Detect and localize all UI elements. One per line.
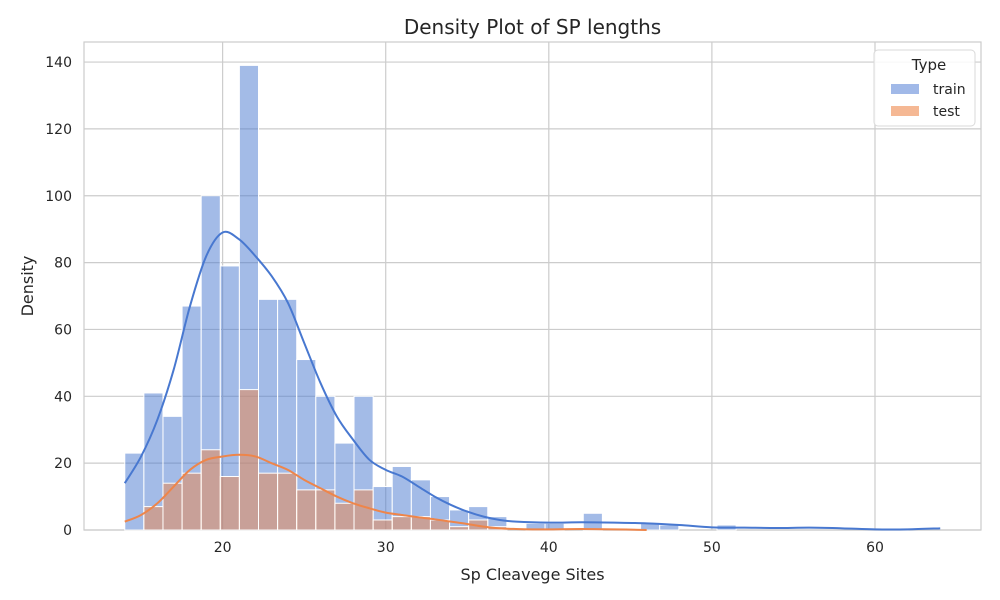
bar-test [219, 476, 240, 531]
y-tick-label: 60 [54, 322, 72, 338]
bar-test [181, 472, 202, 531]
y-tick-label: 20 [54, 456, 72, 472]
x-tick-label: 30 [377, 540, 395, 556]
bar-test [372, 519, 393, 531]
legend-title: Type [911, 56, 946, 74]
legend-label-train: train [933, 82, 966, 98]
bar-test [277, 472, 298, 531]
x-tick-label: 50 [703, 540, 721, 556]
bar-test [143, 506, 164, 531]
y-axis-label: Density [18, 256, 37, 317]
x-tick-label: 60 [866, 540, 884, 556]
x-axis-label: Sp Cleavege Sites [460, 565, 604, 584]
kde-line-test [124, 453, 647, 531]
y-axis-ticks: 0 20 40 60 80 100 120 140 [45, 55, 72, 539]
bar-test [258, 472, 279, 531]
y-tick-label: 100 [45, 189, 72, 205]
legend: Type train test [873, 49, 976, 127]
x-tick-label: 20 [214, 540, 232, 556]
chart-title: Density Plot of SP lengths [404, 15, 661, 39]
x-axis-ticks: 20 30 40 50 60 [214, 540, 884, 556]
y-tick-label: 40 [54, 389, 72, 405]
y-tick-label: 0 [63, 523, 72, 539]
y-tick-label: 80 [54, 256, 72, 272]
bar-test [391, 516, 412, 531]
x-tick-label: 40 [540, 540, 558, 556]
bar-test [162, 482, 183, 531]
y-tick-label: 120 [45, 122, 72, 138]
bar-test [353, 489, 374, 531]
bar-test [449, 526, 470, 531]
kde-curves [123, 230, 941, 531]
legend-swatch-test [891, 106, 919, 116]
kde-line-train [123, 230, 941, 531]
bar-test [238, 389, 260, 531]
bar-test [315, 489, 336, 531]
bar-test [334, 502, 355, 531]
bar-test [296, 489, 317, 531]
y-tick-label: 140 [45, 55, 72, 71]
legend-swatch-train [891, 84, 919, 94]
legend-label-test: test [933, 104, 960, 120]
